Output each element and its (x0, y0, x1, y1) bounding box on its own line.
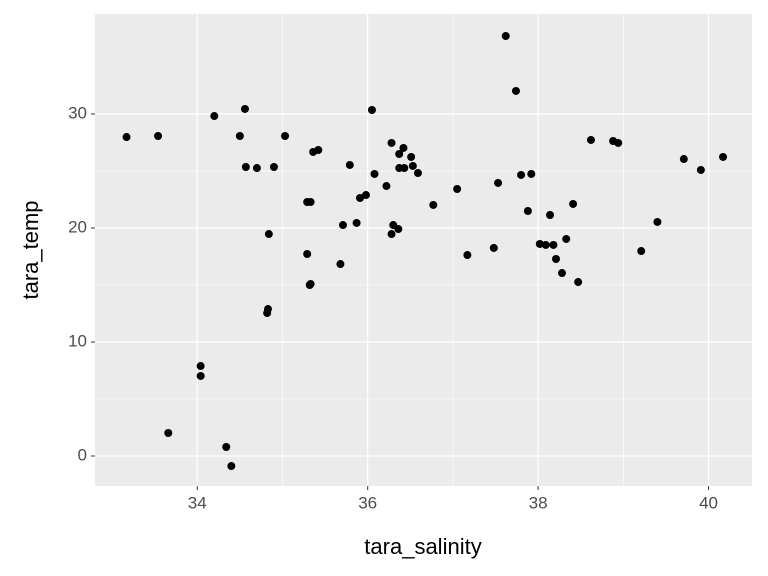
point (164, 428, 173, 437)
point (338, 221, 347, 230)
y-tick-label: 20 (68, 217, 87, 236)
point (413, 169, 422, 178)
point (281, 131, 290, 140)
point (400, 164, 409, 173)
point (303, 249, 312, 258)
point (394, 225, 403, 234)
point (336, 260, 345, 269)
x-tick-label: 40 (699, 493, 718, 512)
point (305, 281, 314, 290)
point (679, 155, 688, 164)
grid (95, 14, 752, 486)
point (696, 165, 705, 174)
point (227, 462, 236, 471)
point (370, 169, 379, 178)
x-tick-label: 38 (529, 493, 548, 512)
y-tick-label: 0 (78, 445, 87, 464)
point (549, 240, 558, 249)
point (614, 138, 623, 147)
point (489, 243, 498, 252)
point (408, 161, 417, 170)
point (494, 178, 503, 187)
point (552, 255, 561, 264)
point (463, 251, 472, 260)
point (501, 32, 510, 41)
point (345, 160, 354, 169)
x-tick-label: 36 (358, 493, 377, 512)
point (382, 182, 391, 191)
panel (95, 14, 752, 486)
point (235, 131, 244, 140)
point (196, 371, 205, 380)
point (269, 163, 278, 172)
point (574, 278, 583, 287)
x-tick-label: 34 (188, 493, 207, 512)
point (453, 185, 462, 194)
y-tick-label: 10 (68, 331, 87, 350)
point (517, 170, 526, 179)
points (122, 32, 728, 471)
point (637, 247, 646, 256)
point (429, 200, 438, 209)
point (557, 269, 566, 278)
point (154, 131, 163, 140)
point (535, 239, 544, 248)
point (407, 152, 416, 161)
point (387, 138, 396, 147)
point (367, 105, 376, 114)
point (222, 443, 231, 452)
point (569, 199, 578, 208)
x-axis-title: tara_salinity (364, 534, 481, 559)
point (210, 112, 219, 121)
point (523, 207, 532, 216)
y-tick-label: 30 (68, 103, 87, 122)
point (399, 143, 408, 152)
point (361, 191, 370, 200)
point (241, 163, 250, 172)
point (252, 164, 261, 173)
point (511, 86, 520, 95)
point (352, 218, 361, 227)
point (264, 230, 273, 239)
point (395, 150, 404, 159)
point (387, 230, 396, 239)
point (653, 217, 662, 226)
point (356, 194, 365, 203)
point (541, 240, 550, 249)
point (314, 146, 323, 155)
point (196, 362, 205, 371)
point (263, 309, 272, 318)
point (122, 133, 131, 142)
point (586, 135, 595, 144)
point (306, 198, 315, 207)
point (719, 152, 728, 161)
y-axis-title: tara_temp (18, 200, 43, 299)
point (240, 104, 249, 113)
point (562, 234, 571, 243)
point (527, 169, 536, 178)
point (546, 210, 555, 219)
